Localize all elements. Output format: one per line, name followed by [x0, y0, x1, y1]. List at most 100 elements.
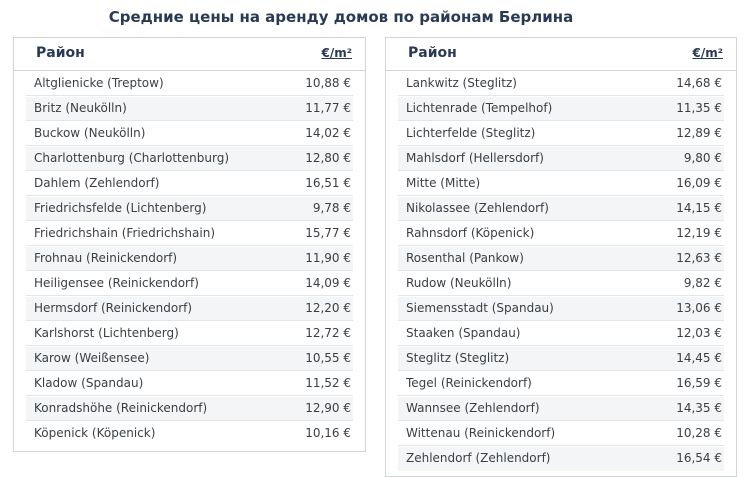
table-row: Friedrichshain (Friedrichshain) 15,77 € — [26, 222, 353, 246]
price-cell: 12,20 € — [305, 301, 351, 315]
price-cell: 15,77 € — [305, 226, 351, 240]
price-cell: 16,59 € — [676, 376, 722, 390]
price-cell: 12,72 € — [305, 326, 351, 340]
price-cell: 13,06 € — [676, 301, 722, 315]
table-row: Rahnsdorf (Köpenick) 12,19 € — [398, 222, 724, 246]
district-cell: Mitte (Mitte) — [406, 176, 481, 190]
district-cell: Nikolassee (Zehlendorf) — [406, 201, 549, 215]
district-cell: Wannsee (Zehlendorf) — [406, 401, 540, 415]
district-cell: Köpenick (Köpenick) — [34, 426, 156, 440]
table-row: Lichtenrade (Tempelhof) 11,35 € — [398, 97, 724, 121]
table-row: Zehlendorf (Zehlendorf) 16,54 € — [398, 447, 724, 471]
price-cell: 9,82 € — [683, 276, 722, 290]
table-row: Hermsdorf (Reinickendorf) 12,20 € — [26, 297, 353, 321]
price-cell: 12,63 € — [676, 251, 722, 265]
table-row: Altglienicke (Treptow) 10,88 € — [26, 72, 353, 96]
price-cell: 14,15 € — [676, 201, 722, 215]
price-cell: 11,90 € — [305, 251, 351, 265]
district-cell: Wittenau (Reinickendorf) — [406, 426, 556, 440]
table-row: Buckow (Neukölln) 14,02 € — [26, 122, 353, 146]
price-cell: 12,03 € — [676, 326, 722, 340]
district-cell: Karlshorst (Lichtenberg) — [34, 326, 179, 340]
district-cell: Kladow (Spandau) — [34, 376, 144, 390]
rent-table-right: Район €/m² Lankwitz (Steglitz) 14,68 € Lic… — [385, 37, 737, 477]
price-cell: 10,16 € — [305, 426, 351, 440]
district-cell: Lichterfelde (Steglitz) — [406, 126, 536, 140]
price-cell: 14,09 € — [305, 276, 351, 290]
district-cell: Charlottenburg (Charlottenburg) — [34, 151, 229, 165]
table-row: Nikolassee (Zehlendorf) 14,15 € — [398, 197, 724, 221]
district-cell: Lichtenrade (Tempelhof) — [406, 101, 553, 115]
district-cell: Rahnsdorf (Köpenick) — [406, 226, 535, 240]
table-row: Frohnau (Reinickendorf) 11,90 € — [26, 247, 353, 271]
table-header: Район €/m² — [14, 38, 365, 71]
table-row: Köpenick (Köpenick) 10,16 € — [26, 422, 353, 446]
table-row: Kladow (Spandau) 11,52 € — [26, 372, 353, 396]
district-cell: Zehlendorf (Zehlendorf) — [406, 451, 551, 465]
table-row: Dahlem (Zehlendorf) 16,51 € — [26, 172, 353, 196]
table-row: Rudow (Neukölln) 9,82 € — [398, 272, 724, 296]
price-cell: 9,80 € — [683, 151, 722, 165]
price-cell: 11,52 € — [305, 376, 351, 390]
district-cell: Karow (Weißensee) — [34, 351, 150, 365]
district-cell: Tegel (Reinickendorf) — [406, 376, 532, 390]
district-cell: Friedrichshain (Friedrichshain) — [34, 226, 216, 240]
district-cell: Steglitz (Steglitz) — [406, 351, 510, 365]
price-cell: 12,80 € — [305, 151, 351, 165]
price-cell: 9,78 € — [312, 201, 351, 215]
district-cell: Friedrichsfelde (Lichtenberg) — [34, 201, 207, 215]
price-cell: 12,89 € — [676, 126, 722, 140]
table-row: Steglitz (Steglitz) 14,45 € — [398, 347, 724, 371]
table-row: Mahlsdorf (Hellersdorf) 9,80 € — [398, 147, 724, 171]
table-header: Район €/m² — [386, 38, 736, 71]
rent-table-left: Район €/m² Altglienicke (Treptow) 10,88 €… — [13, 37, 366, 452]
price-cell: 10,88 € — [305, 76, 351, 90]
district-cell: Britz (Neukölln) — [34, 101, 127, 115]
table-row: Charlottenburg (Charlottenburg) 12,80 € — [26, 147, 353, 171]
table-row: Friedrichsfelde (Lichtenberg) 9,78 € — [26, 197, 353, 221]
district-cell: Frohnau (Reinickendorf) — [34, 251, 178, 265]
table-row: Heiligensee (Reinickendorf) 14,09 € — [26, 272, 353, 296]
district-cell: Lankwitz (Steglitz) — [406, 76, 517, 90]
table-row: Wannsee (Zehlendorf) 14,35 € — [398, 397, 724, 421]
district-cell: Rosenthal (Pankow) — [406, 251, 524, 265]
price-cell: 16,51 € — [305, 176, 351, 190]
table-row: Lichterfelde (Steglitz) 12,89 € — [398, 122, 724, 146]
district-cell: Hermsdorf (Reinickendorf) — [34, 301, 193, 315]
table-body: Lankwitz (Steglitz) 14,68 € Lichtenrade (T… — [386, 72, 736, 476]
price-cell: 10,28 € — [676, 426, 722, 440]
price-cell: 12,19 € — [676, 226, 722, 240]
table-row: Konradshöhe (Reinickendorf) 12,90 € — [26, 397, 353, 421]
district-cell: Dahlem (Zehlendorf) — [34, 176, 160, 190]
column-header-district: Район — [36, 45, 85, 61]
table-row: Lankwitz (Steglitz) 14,68 € — [398, 72, 724, 96]
table-row: Rosenthal (Pankow) 12,63 € — [398, 247, 724, 271]
district-cell: Konradshöhe (Reinickendorf) — [34, 401, 208, 415]
table-row: Karlshorst (Lichtenberg) 12,72 € — [26, 322, 353, 346]
page-title: Средние цены на аренду домов по районам … — [108, 8, 574, 26]
price-cell: 10,55 € — [305, 351, 351, 365]
table-row: Siemensstadt (Spandau) 13,06 € — [398, 297, 724, 321]
district-cell: Siemensstadt (Spandau) — [406, 301, 554, 315]
table-row: Staaken (Spandau) 12,03 € — [398, 322, 724, 346]
table-body: Altglienicke (Treptow) 10,88 € Britz (Neuk… — [14, 72, 365, 451]
district-cell: Heiligensee (Reinickendorf) — [34, 276, 199, 290]
price-cell: 14,45 € — [676, 351, 722, 365]
price-cell: 14,02 € — [305, 126, 351, 140]
column-header-district: Район — [408, 45, 457, 61]
district-cell: Staaken (Spandau) — [406, 326, 521, 340]
table-row: Wittenau (Reinickendorf) 10,28 € — [398, 422, 724, 446]
price-cell: 12,90 € — [305, 401, 351, 415]
table-row: Karow (Weißensee) 10,55 € — [26, 347, 353, 371]
price-cell: 11,35 € — [676, 101, 722, 115]
price-cell: 14,68 € — [676, 76, 722, 90]
column-header-price[interactable]: €/m² — [321, 46, 353, 60]
table-row: Britz (Neukölln) 11,77 € — [26, 97, 353, 121]
district-cell: Altglienicke (Treptow) — [34, 76, 164, 90]
price-cell: 11,77 € — [305, 101, 351, 115]
column-header-price[interactable]: €/m² — [692, 46, 724, 60]
district-cell: Rudow (Neukölln) — [406, 276, 512, 290]
price-cell: 16,09 € — [676, 176, 722, 190]
price-cell: 16,54 € — [676, 451, 722, 465]
district-cell: Buckow (Neukölln) — [34, 126, 146, 140]
